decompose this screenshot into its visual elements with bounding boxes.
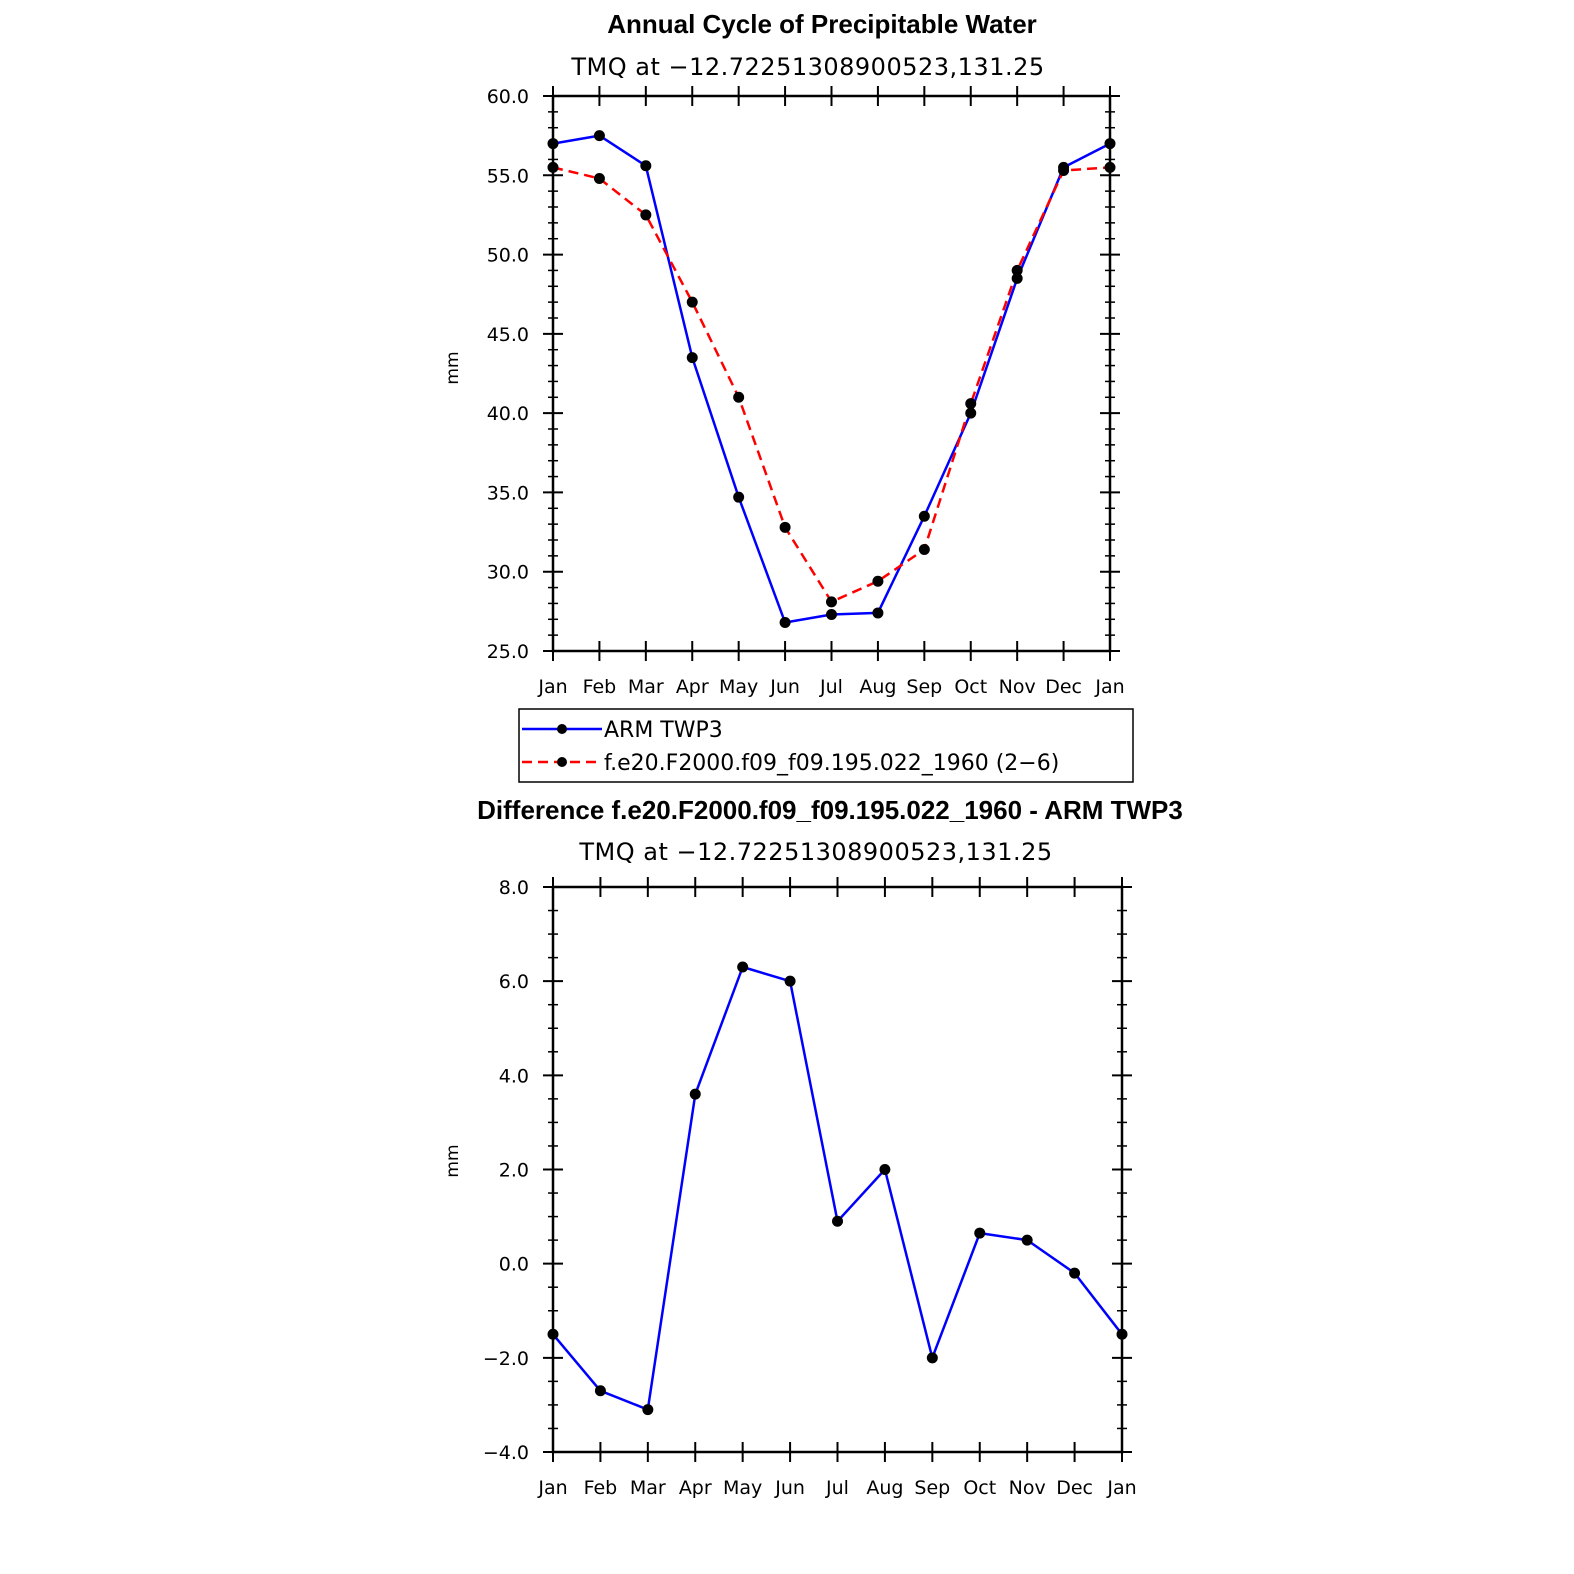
chart2-xtick-label: Jul xyxy=(825,1477,849,1499)
chart1-series-1-point xyxy=(593,172,605,184)
chart2-xtick-label: Nov xyxy=(1009,1477,1046,1499)
chart2-series-0-point xyxy=(1069,1267,1081,1279)
legend-box xyxy=(518,708,1134,783)
chart1-ytick-label: 30.0 xyxy=(487,562,529,584)
chart2-xtick-label: Feb xyxy=(584,1477,618,1499)
chart1-xtick-label: Oct xyxy=(954,676,987,698)
chart2-ytick-label: 2.0 xyxy=(499,1160,529,1182)
chart1-series-0-point xyxy=(1011,272,1023,284)
chart2-ytick-label: −4.0 xyxy=(483,1442,529,1464)
chart1-ytick-label: 50.0 xyxy=(487,245,529,267)
chart1-series-0-point xyxy=(593,130,605,142)
chart2-subtitle: TMQ at −12.72251308900523,131.25 xyxy=(578,838,1052,866)
chart1-xtick-label: Feb xyxy=(583,676,617,698)
chart1-xtick-label: Mar xyxy=(628,676,664,698)
chart1-ytick-label: 55.0 xyxy=(487,165,529,187)
chart1-series-0-point xyxy=(640,160,652,172)
chart1-series-1-point xyxy=(1058,165,1070,177)
chart2-series-0-point xyxy=(974,1227,986,1239)
chart2-series-0-point xyxy=(1116,1328,1128,1340)
legend-label-arm-twp3: ARM TWP3 xyxy=(604,718,723,743)
chart1-series-0-point xyxy=(872,607,884,619)
chart2-ytick-label: 8.0 xyxy=(499,877,529,899)
chart1-ytick-label: 60.0 xyxy=(487,86,529,108)
chart1-ytick-label: 35.0 xyxy=(487,482,529,504)
chart1-subtitle: TMQ at −12.72251308900523,131.25 xyxy=(570,53,1044,81)
legend-marker-model xyxy=(557,757,567,767)
legend-marker-arm-twp3 xyxy=(557,724,567,734)
chart1-xtick-label: May xyxy=(719,676,758,698)
chart1-ytick-label: 25.0 xyxy=(487,641,529,663)
chart2-xtick-label: Sep xyxy=(914,1477,950,1499)
chart2-xtick-label: Oct xyxy=(963,1477,996,1499)
legend: ARM TWP3 f.e20.F2000.f09_f09.195.022_196… xyxy=(518,708,1134,783)
chart2-series-0-point xyxy=(879,1164,891,1175)
chart1-ytick-label: 40.0 xyxy=(487,403,529,425)
chart1-xtick-label: Jun xyxy=(769,676,800,698)
chart1-series-0-point xyxy=(1104,138,1116,150)
chart1-series-1-point xyxy=(779,521,791,533)
chart1-xtick-label: Dec xyxy=(1045,676,1082,698)
chart1-plot: 25.0 30.0 35.0 40.0 45.0 50.0 55.0 60.0 Jan Feb Ma… xyxy=(487,86,1125,698)
chart2-series-0-point xyxy=(594,1385,606,1397)
chart1-series-1-point xyxy=(640,209,652,221)
chart2-ytick-label: 4.0 xyxy=(499,1065,529,1087)
chart2-xtick-label: Jan xyxy=(537,1477,567,1499)
chart1-xtick-label: Jan xyxy=(1094,676,1124,698)
chart1-ytick-label: 45.0 xyxy=(487,324,529,346)
chart1-series-1-point xyxy=(826,596,837,608)
chart1-series-0-point xyxy=(547,138,559,150)
chart1-series-1-line xyxy=(552,166,1111,604)
chart1-series-0-point xyxy=(733,491,745,503)
chart1-series-1-point xyxy=(1104,161,1116,173)
chart2-series-0-point xyxy=(832,1215,843,1227)
chart2-series-0-point xyxy=(642,1404,654,1416)
chart1-series-1-point xyxy=(918,544,930,556)
chart1-series-1-point xyxy=(733,391,745,403)
chart1-series-1-point xyxy=(872,575,884,587)
chart2-title: Difference f.e20.F2000.f09_f09.195.022_1… xyxy=(477,795,1183,825)
chart1-series-0-point xyxy=(826,609,837,621)
chart2-plot: −4.0 −2.0 0.0 2.0 4.0 6.0 8.0 Jan Feb Mar Apr May Ju… xyxy=(483,877,1137,1499)
chart1-series-1-point xyxy=(686,296,698,308)
chart1-series-1-point xyxy=(1011,264,1023,276)
chart1-title: Annual Cycle of Precipitable Water xyxy=(607,9,1037,39)
chart1-series-0-point xyxy=(965,407,977,419)
chart2-ytick-label: 0.0 xyxy=(499,1254,529,1276)
chart2-series-0-point xyxy=(689,1088,701,1100)
chart2-xtick-label: Dec xyxy=(1056,1477,1093,1499)
chart1-frame xyxy=(551,94,1112,653)
chart2-xtick-label: Jun xyxy=(774,1477,805,1499)
chart2-xtick-label: May xyxy=(723,1477,762,1499)
chart1-series-0-line xyxy=(552,134,1111,624)
chart2-series-0-line xyxy=(552,965,1123,1411)
chart1-series-0-point xyxy=(779,616,791,628)
chart2-ytick-label: 6.0 xyxy=(499,971,529,993)
chart1-xtick-label: Apr xyxy=(676,676,709,698)
chart2-series-0-point xyxy=(547,1328,559,1340)
chart1-series-0-point xyxy=(686,352,698,364)
chart2-series-0-point xyxy=(1021,1234,1033,1246)
chart1-series-1-point xyxy=(965,398,977,410)
chart2-series-0-point xyxy=(737,961,749,973)
chart2-xtick-label: Apr xyxy=(679,1477,712,1499)
chart1-series-1-point xyxy=(547,161,559,173)
chart2-series-0-point xyxy=(926,1352,938,1364)
chart2-xtick-label: Jan xyxy=(1106,1477,1136,1499)
chart2-ylabel: mm xyxy=(443,1144,463,1177)
chart1-xtick-label: Jan xyxy=(537,676,567,698)
chart2-xtick-label: Mar xyxy=(630,1477,666,1499)
chart1-xtick-label: Sep xyxy=(906,676,942,698)
chart2-ytick-label: −2.0 xyxy=(483,1348,529,1370)
chart2-frame xyxy=(551,885,1124,1454)
chart2-series-0-point xyxy=(784,975,796,987)
legend-label-model: f.e20.F2000.f09_f09.195.022_1960 (2−6) xyxy=(604,751,1059,776)
chart1-xtick-label: Jul xyxy=(819,676,843,698)
chart1-ylabel: mm xyxy=(443,351,463,384)
chart1-series-0-point xyxy=(918,510,930,522)
chart1-xtick-label: Nov xyxy=(999,676,1036,698)
chart1-xtick-label: Aug xyxy=(859,676,896,698)
chart2-xtick-label: Aug xyxy=(866,1477,903,1499)
